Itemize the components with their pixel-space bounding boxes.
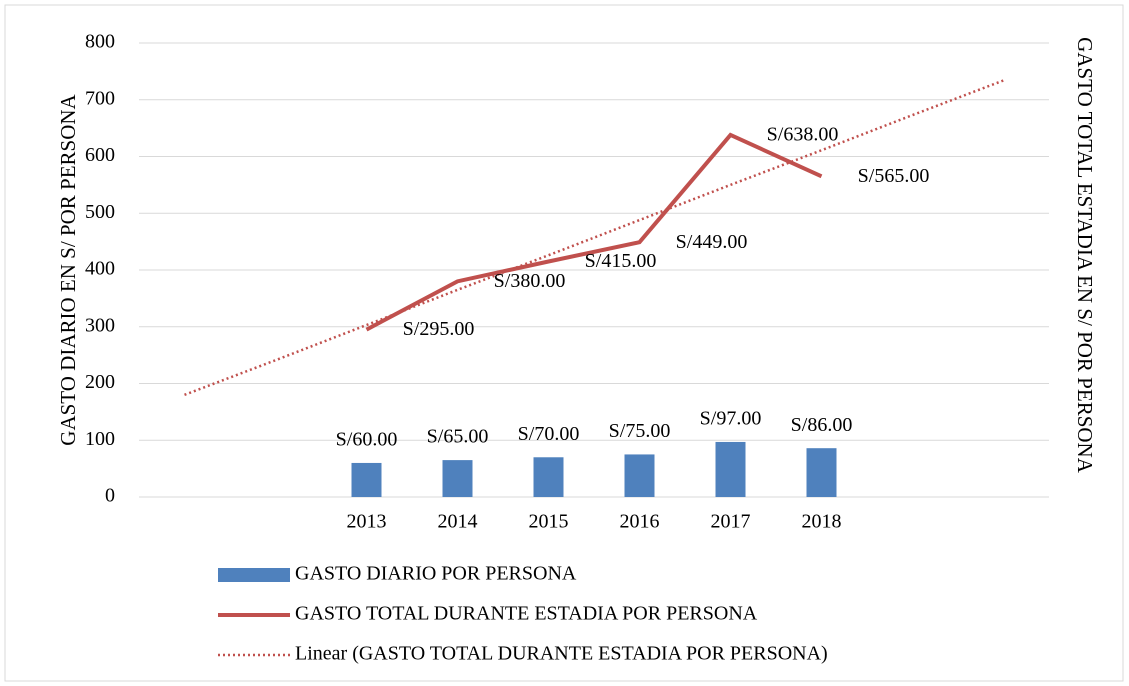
y-tick-label: 400 [85, 258, 115, 280]
y-tick-label: 700 [85, 87, 115, 109]
y-tick-label: 800 [85, 31, 115, 53]
y-tick-label: 500 [85, 201, 115, 223]
chart-border [4, 4, 1124, 682]
line-value-label: S/565.00 [858, 165, 930, 187]
line-value-label: S/415.00 [585, 250, 657, 272]
x-tick-label: 2015 [529, 511, 569, 533]
y-tick-label: 600 [85, 144, 115, 166]
bar-value-label: S/70.00 [518, 423, 580, 445]
x-tick-label: 2013 [347, 511, 387, 533]
legend-label: Linear (GASTO TOTAL DURANTE ESTADIA POR … [295, 643, 828, 665]
bar [806, 448, 837, 497]
line [365, 132, 823, 332]
bar-value-label: S/60.00 [336, 429, 398, 451]
x-tick-label: 2018 [802, 511, 842, 533]
trend-line [184, 79, 1004, 397]
y-tick-label: 100 [85, 428, 115, 450]
bar-value-label: S/86.00 [791, 414, 853, 436]
legend-swatch [218, 568, 290, 582]
y2-axis-title: GASTO TOTAL ESTADIA EN S/ POR PERSONA [1073, 37, 1097, 473]
y-tick-label: 200 [85, 371, 115, 393]
x-tick-label: 2017 [711, 511, 751, 533]
bar-value-label: S/75.00 [609, 420, 671, 442]
bar-value-label: S/97.00 [700, 408, 762, 430]
y-tick-label: 0 [105, 485, 115, 507]
bar-value-label: S/65.00 [427, 426, 489, 448]
line-value-label: S/449.00 [676, 231, 748, 253]
line-value-label: S/295.00 [403, 318, 475, 340]
bar [624, 454, 655, 497]
line-value-label: S/638.00 [767, 124, 839, 146]
y-tick-label: 300 [85, 314, 115, 336]
bar [351, 462, 382, 497]
x-tick-label: 2014 [438, 511, 478, 533]
y-axis-title: GASTO DIARIO EN S/ POR PERSONA [56, 93, 80, 445]
bar [533, 457, 564, 497]
bar [715, 441, 746, 497]
legend-label: GASTO TOTAL DURANTE ESTADIA POR PERSONA [295, 603, 758, 625]
x-tick-label: 2016 [620, 511, 660, 533]
line-value-label: S/380.00 [494, 270, 566, 292]
legend-label: GASTO DIARIO POR PERSONA [295, 563, 577, 585]
bar [442, 460, 473, 497]
